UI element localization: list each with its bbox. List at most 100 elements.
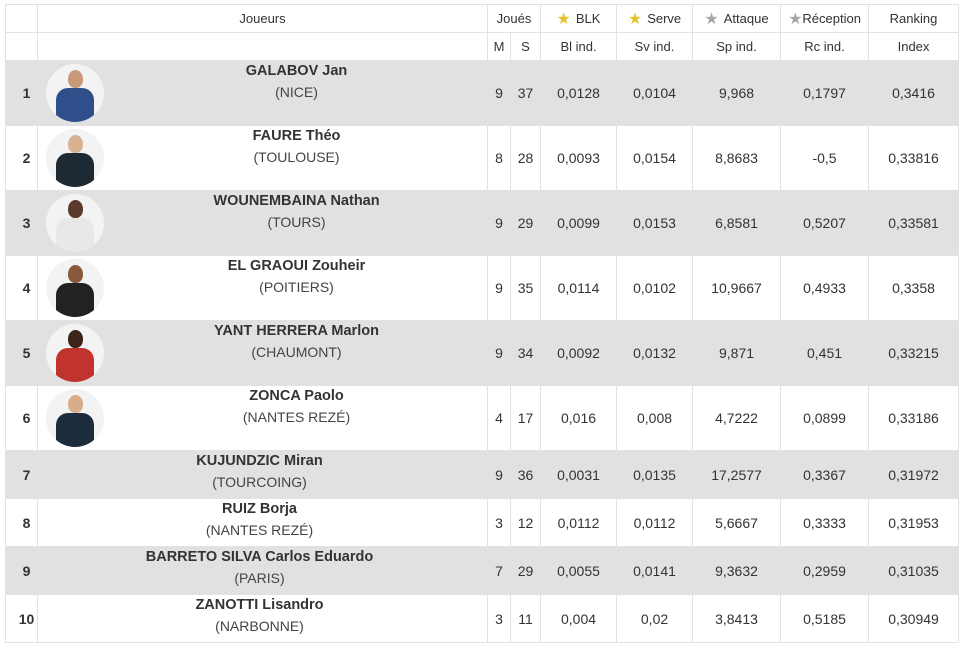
sets-cell: 17 <box>509 385 542 451</box>
table-row[interactable]: 10 ZANOTTI Lisandro (NARBONNE) 3 11 0,004 0,02… <box>5 594 960 643</box>
player-name[interactable]: RUIZ Borja <box>222 501 297 517</box>
table-row[interactable]: 6 ZONCA Paolo (NANTES REZÉ) 4 17 0,016 0,008 4,… <box>5 385 960 451</box>
sp-ind-cell: 4,7222 <box>692 385 782 451</box>
serve-header-label: Serve <box>647 10 682 26</box>
matches-cell: 9 <box>487 190 511 256</box>
bl-ind-cell: 0,0114 <box>540 255 618 321</box>
rc-ind-cell: 0,3333 <box>780 498 870 547</box>
player-cell[interactable]: ZANOTTI Lisandro (NARBONNE) <box>37 594 488 643</box>
player-cell[interactable]: FAURE Théo (TOULOUSE) <box>37 125 488 191</box>
table-row[interactable]: 7 KUJUNDZIC Miran (TOURCOING) 9 36 0,0031 0,01… <box>5 450 960 499</box>
table-row[interactable]: 2 FAURE Théo (TOULOUSE) 8 28 0,0093 0,0154 8,86… <box>5 125 960 191</box>
reception-header-label: Réception <box>802 10 861 26</box>
bl-ind-cell: 0,0093 <box>540 125 618 191</box>
table-row[interactable]: 4 EL GRAOUI Zouheir (POITIERS) 9 35 0,0114 0,0… <box>5 255 960 321</box>
rc-ind-cell: 0,451 <box>780 320 870 386</box>
player-cell[interactable]: ZONCA Paolo (NANTES REZÉ) <box>37 385 488 451</box>
player-name[interactable]: GALABOV Jan <box>245 63 348 79</box>
sv-ind-cell: 0,0112 <box>616 498 694 547</box>
player-photo-avatar <box>46 324 104 382</box>
blk-header[interactable]: ★ BLK <box>540 4 618 33</box>
table-row[interactable]: 9 BARRETO SILVA Carlos Eduardo (PARIS) 7 29 0… <box>5 546 960 595</box>
sp-ind-cell: 5,6667 <box>692 498 782 547</box>
sp-ind-cell: 9,871 <box>692 320 782 386</box>
player-cell[interactable]: EL GRAOUI Zouheir (POITIERS) <box>37 255 488 321</box>
bl-ind-cell: 0,0128 <box>540 60 618 126</box>
player-name[interactable]: EL GRAOUI Zouheir <box>227 258 366 274</box>
sp-ind-cell: 9,968 <box>692 60 782 126</box>
matches-cell: 9 <box>487 320 511 386</box>
index-cell: 0,31972 <box>868 450 960 499</box>
played-header[interactable]: Joués <box>486 4 542 33</box>
bl-ind-cell: 0,0055 <box>540 546 618 595</box>
index-cell: 0,33215 <box>868 320 960 386</box>
rank-cell: 3 <box>5 190 38 256</box>
sets-cell: 29 <box>509 190 542 256</box>
index-cell: 0,3416 <box>868 60 960 126</box>
matches-cell: 9 <box>487 255 511 321</box>
player-name[interactable]: BARRETO SILVA Carlos Eduardo <box>145 549 374 565</box>
rank-cell: 9 <box>5 546 38 595</box>
player-cell[interactable]: RUIZ Borja (NANTES REZÉ) <box>37 498 488 547</box>
rank-cell: 6 <box>5 385 38 451</box>
player-cell[interactable]: BARRETO SILVA Carlos Eduardo (PARIS) <box>37 546 488 595</box>
subheader-empty-players <box>37 32 488 61</box>
s-header[interactable]: S <box>509 32 542 61</box>
sp-ind-cell: 3,8413 <box>692 594 782 643</box>
matches-cell: 4 <box>487 385 511 451</box>
header-row-bottom: M S Bl ind. Sv ind. Sp ind. Rc ind. Inde… <box>5 32 960 61</box>
sp-ind-cell: 8,8683 <box>692 125 782 191</box>
table-row[interactable]: 5 YANT HERRERA Marlon (CHAUMONT) 9 34 0,0092 0… <box>5 320 960 386</box>
sp-ind-cell: 17,2577 <box>692 450 782 499</box>
bl-ind-cell: 0,0099 <box>540 190 618 256</box>
serve-header[interactable]: ★ Serve <box>616 4 694 33</box>
matches-cell: 7 <box>487 546 511 595</box>
sets-cell: 34 <box>509 320 542 386</box>
sp-ind-header[interactable]: Sp ind. <box>692 32 782 61</box>
index-cell: 0,31953 <box>868 498 960 547</box>
player-club: (TOURCOING) <box>212 474 307 490</box>
bl-ind-header[interactable]: Bl ind. <box>540 32 618 61</box>
sv-ind-cell: 0,0141 <box>616 546 694 595</box>
table-row[interactable]: 3 WOUNEMBAINA Nathan (TOURS) 9 29 0,0099 0,015… <box>5 190 960 256</box>
player-name[interactable]: KUJUNDZIC Miran <box>196 453 323 469</box>
index-header[interactable]: Index <box>868 32 960 61</box>
sv-ind-cell: 0,0154 <box>616 125 694 191</box>
m-header[interactable]: M <box>487 32 511 61</box>
rc-ind-header[interactable]: Rc ind. <box>780 32 870 61</box>
player-name[interactable]: ZANOTTI Lisandro <box>195 597 324 613</box>
player-cell[interactable]: GALABOV Jan (NICE) <box>37 60 488 126</box>
rc-ind-cell: 0,2959 <box>780 546 870 595</box>
reception-header[interactable]: ★Réception <box>780 4 870 33</box>
blk-header-label: BLK <box>575 10 601 26</box>
player-name[interactable]: FAURE Théo <box>252 128 341 144</box>
player-name[interactable]: YANT HERRERA Marlon <box>214 323 379 339</box>
rank-cell: 5 <box>5 320 38 386</box>
matches-cell: 3 <box>487 498 511 547</box>
index-cell: 0,33816 <box>868 125 960 191</box>
player-club: (POITIERS) <box>259 279 334 295</box>
table-row[interactable]: 8 RUIZ Borja (NANTES REZÉ) 3 12 0,0112 0,0112 5… <box>5 498 960 547</box>
players-header[interactable]: Joueurs <box>37 4 488 33</box>
player-club: (TOULOUSE) <box>253 149 340 165</box>
player-cell[interactable]: KUJUNDZIC Miran (TOURCOING) <box>37 450 488 499</box>
player-club: (CHAUMONT) <box>251 344 342 360</box>
player-cell[interactable]: YANT HERRERA Marlon (CHAUMONT) <box>37 320 488 386</box>
player-name[interactable]: ZONCA Paolo <box>249 388 344 404</box>
player-cell[interactable]: WOUNEMBAINA Nathan (TOURS) <box>37 190 488 256</box>
matches-cell: 3 <box>487 594 511 643</box>
ranking-header[interactable]: Ranking <box>868 4 960 33</box>
rc-ind-cell: 0,5185 <box>780 594 870 643</box>
attaque-header[interactable]: ★ Attaque <box>692 4 782 33</box>
star-icon: ★ <box>704 10 719 28</box>
bl-ind-cell: 0,004 <box>540 594 618 643</box>
sets-cell: 37 <box>509 60 542 126</box>
sv-ind-header[interactable]: Sv ind. <box>616 32 694 61</box>
matches-cell: 9 <box>487 60 511 126</box>
table-row[interactable]: 1 GALABOV Jan (NICE) 9 37 0,0128 0,0104 9,968 0,… <box>5 60 960 126</box>
player-club: (NARBONNE) <box>215 618 304 634</box>
player-name[interactable]: WOUNEMBAINA Nathan <box>213 193 380 209</box>
rc-ind-cell: 0,0899 <box>780 385 870 451</box>
rank-header-empty <box>5 4 38 33</box>
subheader-empty <box>5 32 38 61</box>
